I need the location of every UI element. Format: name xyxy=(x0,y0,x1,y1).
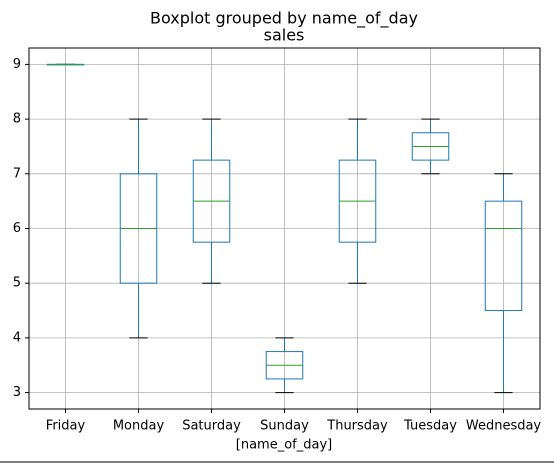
y-tick-label: 3 xyxy=(13,385,21,400)
y-tick-label: 5 xyxy=(13,276,21,291)
x-tick-label: Tuesday xyxy=(403,419,457,434)
chart-subtitle: sales xyxy=(264,26,305,45)
x-tick-label: Saturday xyxy=(182,419,241,434)
x-tick-label: Wednesday xyxy=(466,419,542,434)
y-tick-label: 8 xyxy=(13,112,21,127)
box xyxy=(484,200,523,312)
chart-title: Boxplot grouped by name_of_day xyxy=(150,9,418,29)
plot-frame xyxy=(28,47,541,410)
x-tick-label: Friday xyxy=(46,419,86,434)
y-tick-label: 7 xyxy=(13,166,21,181)
y-tick-label: 6 xyxy=(13,221,21,236)
x-axis-label: [name_of_day] xyxy=(236,438,332,453)
x-tick-label: Sunday xyxy=(260,419,309,434)
y-tick-label: 4 xyxy=(13,330,21,345)
y-tick-label: 9 xyxy=(13,57,21,72)
x-tick-label: Thursday xyxy=(326,419,388,434)
x-tick-label: Monday xyxy=(113,419,165,434)
